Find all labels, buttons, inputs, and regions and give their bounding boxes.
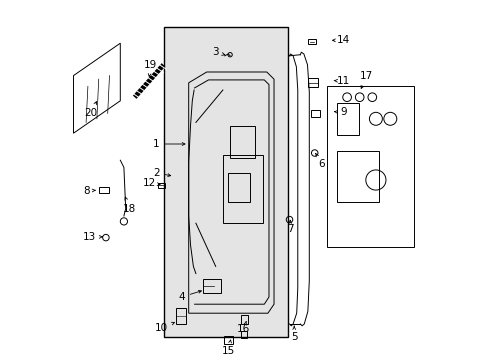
Text: 7: 7 (286, 220, 293, 234)
Bar (176, 308, 186, 324)
Text: 17: 17 (360, 71, 373, 89)
Text: 6: 6 (315, 153, 325, 169)
Bar (337, 151, 378, 202)
Text: 14: 14 (332, 35, 349, 45)
Text: 2: 2 (153, 168, 170, 178)
Text: 18: 18 (122, 197, 136, 214)
Text: 15: 15 (221, 340, 234, 356)
Bar (337, 103, 358, 135)
Text: 5: 5 (290, 326, 297, 342)
Text: 3: 3 (212, 47, 224, 57)
Text: 8: 8 (83, 186, 96, 196)
Bar (241, 315, 247, 324)
Bar (163, 27, 287, 337)
Text: 16: 16 (237, 321, 250, 334)
Bar (158, 183, 165, 188)
Bar (241, 331, 247, 338)
Bar (230, 126, 255, 158)
Bar (307, 78, 318, 87)
Bar (326, 86, 413, 247)
Text: 4: 4 (178, 291, 201, 302)
Text: 10: 10 (155, 322, 174, 333)
Bar (228, 173, 249, 202)
Bar (99, 187, 108, 193)
Text: 11: 11 (333, 76, 349, 86)
Bar (203, 279, 221, 293)
Text: 19: 19 (144, 60, 157, 76)
Bar (307, 39, 316, 44)
Text: 12: 12 (142, 178, 160, 188)
Bar (310, 110, 320, 117)
Text: 20: 20 (84, 102, 97, 118)
Bar (223, 155, 262, 223)
Bar (224, 336, 232, 344)
Text: 9: 9 (334, 107, 346, 117)
Text: 13: 13 (83, 232, 102, 242)
Text: 1: 1 (153, 139, 184, 149)
